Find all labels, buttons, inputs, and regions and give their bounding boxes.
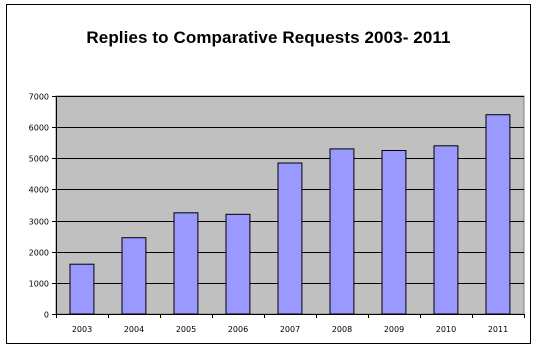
bar-2004 (121, 237, 147, 315)
x-tick-label: 2011 (488, 325, 508, 334)
bar-2011 (485, 114, 511, 315)
x-tick-label: 2006 (228, 325, 248, 334)
x-tick-label: 2003 (72, 325, 92, 334)
x-tick-label: 2010 (436, 325, 456, 334)
x-tick-label: 2009 (384, 325, 404, 334)
bar-2010 (433, 145, 459, 315)
bar-2008 (329, 148, 355, 315)
bars (69, 114, 511, 315)
y-tick-label: 2000 (29, 249, 49, 258)
x-tick-label: 2008 (332, 325, 352, 334)
y-tick-label: 1000 (29, 280, 49, 289)
y-tick-label: 3000 (29, 218, 49, 227)
y-tick-label: 0 (44, 311, 49, 320)
chart-title: Replies to Comparative Requests 2003- 20… (86, 28, 451, 47)
bar-2003 (69, 263, 95, 315)
bar-2009 (381, 150, 407, 315)
x-axis: 2003 2004 2005 2006 2007 2008 2009 2010 2011 (56, 314, 525, 334)
y-tick-label: 7000 (29, 93, 49, 102)
bar-2006 (225, 213, 251, 315)
y-tick-label: 4000 (29, 186, 49, 195)
x-tick-label: 2004 (124, 325, 144, 334)
x-tick-label: 2007 (280, 325, 300, 334)
y-tick-label: 6000 (29, 124, 49, 133)
y-tick-label: 5000 (29, 155, 49, 164)
bar-2005 (173, 212, 199, 315)
bar-2007 (277, 162, 303, 315)
y-axis: 0 1000 2000 3000 4000 5000 6000 7000 (29, 93, 57, 320)
x-tick-label: 2005 (176, 325, 196, 334)
